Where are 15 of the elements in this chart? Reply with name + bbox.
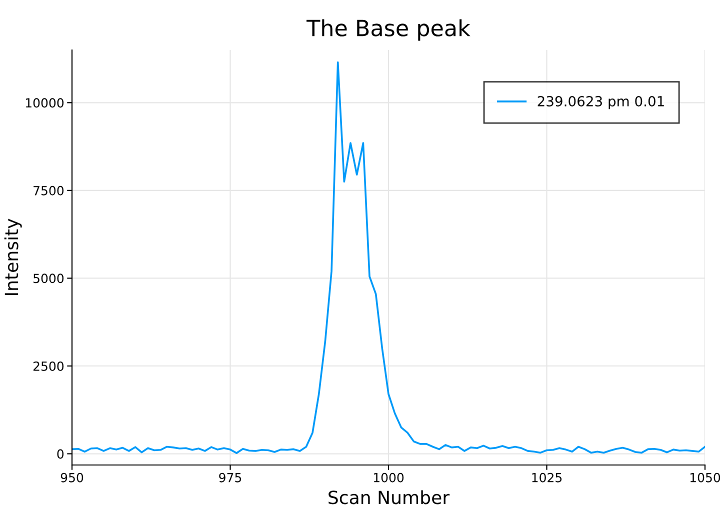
y-tick-label: 2500 xyxy=(33,361,64,371)
x-tick-label: 1000 xyxy=(374,472,404,482)
y-tick-label: 5000 xyxy=(34,274,64,284)
x-axis-title: Scan Number xyxy=(328,490,450,504)
y-tick-label: 10000 xyxy=(26,98,64,108)
legend-label: 239.0623 pm 0.01 xyxy=(538,96,664,110)
x-tick-label: 1050 xyxy=(690,472,720,482)
x-tick-label: 950 xyxy=(60,472,84,482)
y-tick-label: 7500 xyxy=(34,186,64,196)
line-series xyxy=(72,61,705,454)
x-tick-label: 975 xyxy=(219,472,242,482)
x-tick-label: 1025 xyxy=(532,472,562,482)
y-tick-label: 0 xyxy=(57,449,64,459)
y-axis-title: Intensity xyxy=(4,218,22,296)
chart-title: The Base peak xyxy=(306,19,470,41)
